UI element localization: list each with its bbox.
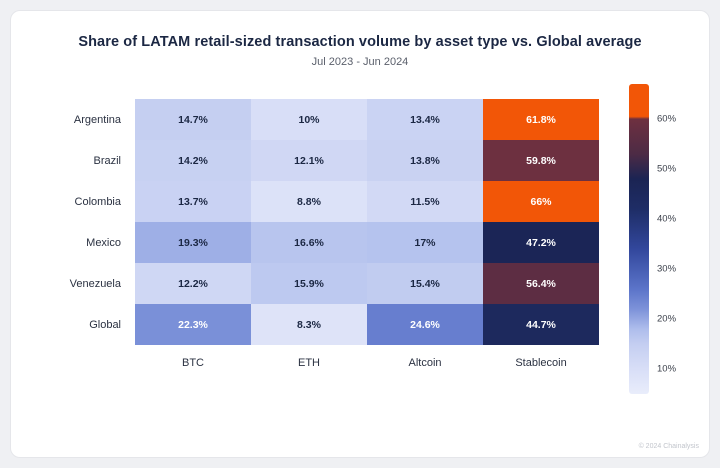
- chart-subtitle: Jul 2023 - Jun 2024: [311, 56, 409, 68]
- column-label-altcoin: Altcoin: [408, 357, 442, 369]
- row-label-colombia: Colombia: [74, 195, 121, 208]
- column-label-stablecoin: Stablecoin: [515, 357, 567, 369]
- colorbar-tick-label: 20%: [657, 313, 677, 325]
- colorbar-tick-label: 40%: [657, 213, 677, 225]
- heatmap-cell: 44.7%: [483, 304, 599, 345]
- colorbar-tick-label: 30%: [657, 263, 677, 275]
- chart-card: Share of LATAM retail-sized transaction …: [10, 10, 710, 458]
- heatmap-cell: 66%: [483, 181, 599, 222]
- heatmap-cell: 8.3%: [251, 304, 367, 345]
- heatmap-cell: 15.9%: [251, 263, 367, 304]
- heatmap-cell: 10%: [251, 99, 367, 140]
- heatmap-cell: 47.2%: [483, 222, 599, 263]
- heatmap-grid: Argentina 14.7% 10% 13.4% 61.8% Brazil 14.2% 12…: [27, 99, 599, 379]
- heatmap-cell: 8.8%: [251, 181, 367, 222]
- row-label-global: Global: [89, 318, 121, 331]
- heatmap-cell: 15.4%: [367, 263, 483, 304]
- colorbar-tick-label: 60%: [657, 113, 677, 125]
- heatmap-cell: 13.8%: [367, 140, 483, 181]
- heatmap-cell: 17%: [367, 222, 483, 263]
- chart-title: Share of LATAM retail-sized transaction …: [78, 34, 642, 50]
- heatmap-cell: 59.8%: [483, 140, 599, 181]
- colorbar-tick-label: 50%: [657, 163, 677, 175]
- row-label-argentina: Argentina: [73, 113, 121, 126]
- axis-corner: [27, 345, 135, 379]
- heatmap-cell: 56.4%: [483, 263, 599, 304]
- colorbar-tick-label: 10%: [657, 363, 677, 375]
- heatmap-cell: 16.6%: [251, 222, 367, 263]
- heatmap-cell: 14.7%: [135, 99, 251, 140]
- heatmap-cell: 12.2%: [135, 263, 251, 304]
- heatmap-cell: 13.7%: [135, 181, 251, 222]
- colorbar: [629, 84, 649, 394]
- column-label-eth: ETH: [298, 357, 320, 369]
- heatmap-cell: 24.6%: [367, 304, 483, 345]
- column-label-btc: BTC: [182, 357, 204, 369]
- heatmap-cell: 12.1%: [251, 140, 367, 181]
- chart-area: Argentina 14.7% 10% 13.4% 61.8% Brazil 14.2% 12…: [11, 84, 709, 394]
- heatmap-cell: 22.3%: [135, 304, 251, 345]
- heatmap-cell: 14.2%: [135, 140, 251, 181]
- heatmap-cell: 61.8%: [483, 99, 599, 140]
- colorbar-wrap: 60% 50% 40% 30% 20% 10%: [629, 84, 693, 394]
- row-label-brazil: Brazil: [93, 154, 121, 167]
- heatmap-cell: 13.4%: [367, 99, 483, 140]
- heatmap-cell: 11.5%: [367, 181, 483, 222]
- row-label-venezuela: Venezuela: [69, 277, 121, 290]
- row-label-mexico: Mexico: [86, 236, 121, 249]
- heatmap-cell: 19.3%: [135, 222, 251, 263]
- footer-credit: © 2024 Chainalysis: [638, 443, 699, 450]
